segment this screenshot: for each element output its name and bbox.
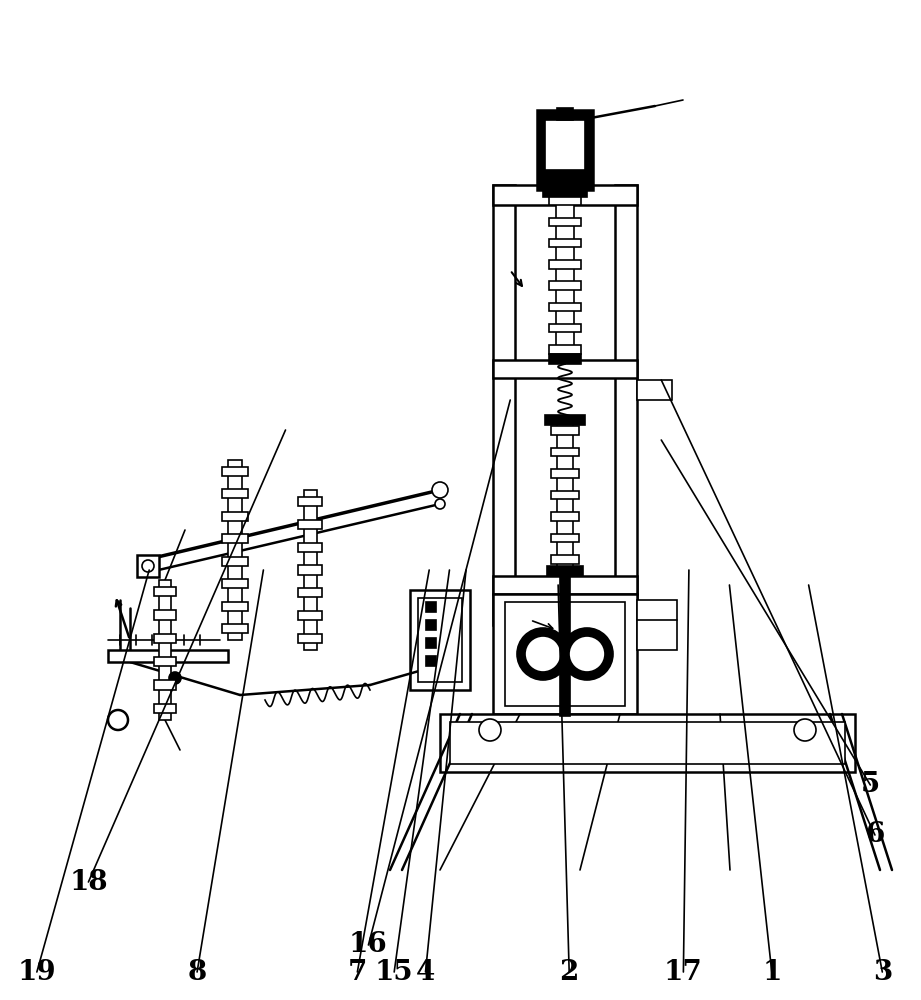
Bar	[493, 594, 637, 714]
Text: 17: 17	[664, 958, 703, 986]
Text: 7: 7	[347, 958, 367, 986]
Circle shape	[169, 672, 181, 684]
Text: 8: 8	[188, 958, 206, 986]
Bar	[545, 120, 585, 170]
Bar	[137, 555, 159, 577]
Bar	[493, 360, 637, 378]
Bar	[560, 576, 570, 716]
Bar	[222, 489, 248, 498]
Bar	[556, 190, 574, 360]
Text: 18: 18	[69, 868, 108, 896]
Bar	[222, 534, 248, 543]
Bar	[493, 185, 515, 625]
Bar	[545, 415, 585, 425]
Bar	[493, 185, 637, 205]
Bar	[547, 566, 583, 576]
Bar	[551, 534, 579, 542]
Bar	[450, 722, 845, 764]
Bar	[549, 303, 581, 311]
Bar	[298, 634, 322, 643]
Text: 4: 4	[416, 958, 435, 986]
Bar	[298, 543, 322, 552]
Text: 16: 16	[349, 932, 388, 958]
Bar	[543, 185, 587, 197]
Bar	[551, 469, 579, 478]
Bar	[298, 520, 322, 529]
Circle shape	[435, 499, 445, 509]
Bar	[298, 611, 322, 620]
Bar	[493, 576, 637, 594]
Bar	[304, 490, 317, 650]
Bar	[637, 600, 677, 650]
Bar	[426, 602, 436, 612]
Bar	[222, 512, 248, 521]
Bar	[426, 620, 436, 630]
Text: 1: 1	[762, 958, 782, 986]
Bar	[537, 110, 593, 190]
Bar	[551, 491, 579, 499]
Text: 2: 2	[559, 958, 579, 986]
Bar	[154, 587, 176, 596]
Bar	[222, 557, 248, 566]
Bar	[418, 598, 462, 682]
Bar	[549, 239, 581, 247]
Bar	[410, 590, 470, 690]
Bar	[159, 580, 171, 720]
Text: 5: 5	[861, 772, 880, 798]
Bar	[298, 497, 322, 506]
Bar	[154, 680, 176, 690]
Bar	[426, 638, 436, 648]
Bar	[549, 345, 581, 354]
Circle shape	[517, 628, 569, 680]
Bar	[549, 324, 581, 332]
Bar	[222, 467, 248, 476]
Bar	[440, 714, 855, 772]
Bar	[154, 610, 176, 620]
Circle shape	[525, 636, 561, 672]
Bar	[426, 656, 436, 666]
Bar	[549, 196, 581, 205]
Bar	[505, 602, 625, 706]
Bar	[551, 555, 579, 564]
Text: 3: 3	[873, 958, 892, 986]
Text: 19: 19	[17, 958, 56, 986]
Bar	[154, 657, 176, 666]
Bar	[549, 218, 581, 226]
Bar	[549, 260, 581, 269]
Bar	[549, 354, 581, 364]
Bar	[298, 565, 322, 575]
Circle shape	[569, 636, 605, 672]
Bar	[551, 448, 579, 456]
Bar	[298, 588, 322, 597]
Bar	[551, 426, 579, 435]
Bar	[557, 108, 573, 120]
Bar	[154, 704, 176, 713]
Text: 15: 15	[375, 958, 414, 986]
Circle shape	[142, 560, 154, 572]
Circle shape	[561, 628, 613, 680]
Text: 6: 6	[865, 822, 885, 848]
Bar	[222, 602, 248, 611]
Bar	[637, 380, 672, 400]
Bar	[222, 624, 248, 633]
Bar	[615, 185, 637, 625]
Bar	[222, 579, 248, 588]
Bar	[154, 634, 176, 643]
Circle shape	[108, 710, 128, 730]
Circle shape	[479, 719, 501, 741]
Circle shape	[794, 719, 816, 741]
Bar	[228, 460, 242, 640]
Bar	[108, 650, 228, 662]
Bar	[551, 512, 579, 521]
Bar	[557, 420, 573, 570]
Bar	[549, 281, 581, 290]
Circle shape	[432, 482, 448, 498]
